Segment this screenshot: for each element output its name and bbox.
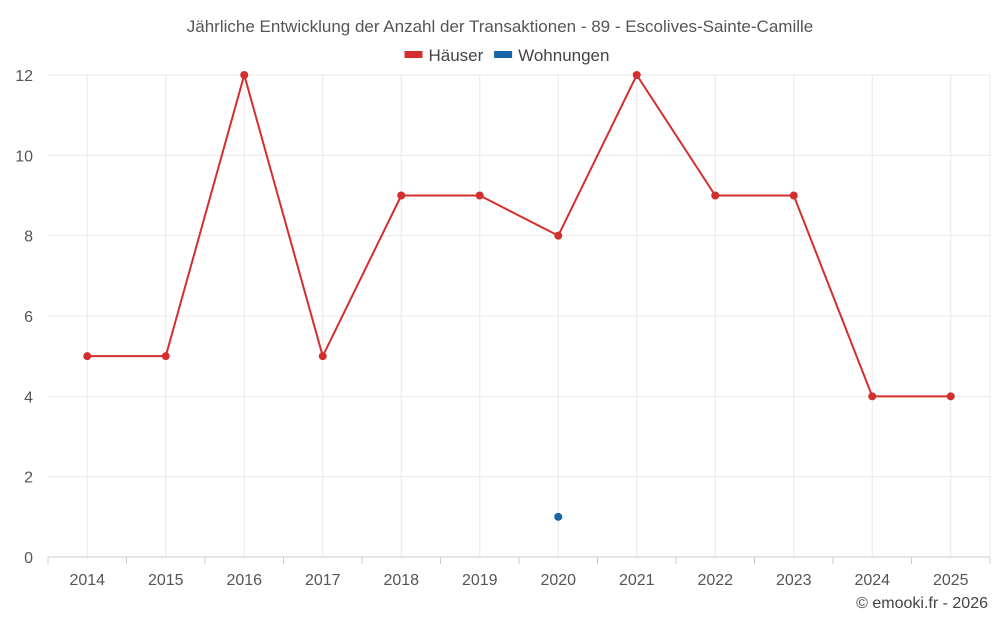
x-tick-label: 2023 xyxy=(776,572,812,589)
series-line-0 xyxy=(87,71,951,398)
legend-label-0: Häuser xyxy=(429,46,484,65)
x-tick-label: 2019 xyxy=(462,572,498,589)
data-point xyxy=(946,392,955,401)
x-tick-label: 2020 xyxy=(540,572,576,589)
y-tick-label: 6 xyxy=(24,309,33,326)
data-point xyxy=(397,191,406,200)
legend: Häuser Wohnungen xyxy=(404,46,609,65)
chart-title: Jährliche Entwicklung der Anzahl der Tra… xyxy=(187,17,813,36)
grid xyxy=(48,74,991,557)
x-tick-label: 2021 xyxy=(619,572,655,589)
series xyxy=(83,71,955,521)
y-tick-label: 10 xyxy=(15,148,33,165)
data-point xyxy=(789,191,798,200)
data-point xyxy=(554,512,563,521)
x-tick-label: 2017 xyxy=(305,572,341,589)
data-point xyxy=(318,352,327,361)
legend-swatch-1 xyxy=(494,51,513,58)
legend-swatch-0 xyxy=(404,51,423,58)
data-point xyxy=(475,191,484,200)
data-point xyxy=(83,352,92,361)
footer-credit: © emooki.fr - 2026 xyxy=(856,595,988,612)
axes: 0 2 4 6 8 10 12 2014 2015 2016 2017 2018 2019 2020 202… xyxy=(15,68,991,589)
x-tick-label: 2025 xyxy=(933,572,969,589)
y-tick-label: 4 xyxy=(24,389,33,406)
data-point xyxy=(632,71,641,79)
x-tick-label: 2024 xyxy=(854,572,890,589)
y-tick-label: 2 xyxy=(24,470,33,487)
data-point xyxy=(554,231,563,240)
data-point xyxy=(161,352,170,361)
x-tick-label: 2014 xyxy=(69,572,105,589)
y-tick-label: 12 xyxy=(15,68,33,85)
x-tick-label: 2016 xyxy=(226,572,262,589)
x-tick-label: 2015 xyxy=(148,572,184,589)
data-point xyxy=(240,71,249,79)
x-tick-label: 2018 xyxy=(383,572,419,589)
x-tick-label: 2022 xyxy=(697,572,733,589)
data-point xyxy=(868,392,877,401)
data-point xyxy=(711,191,720,200)
y-tick-label: 8 xyxy=(24,229,33,246)
legend-label-1: Wohnungen xyxy=(518,46,609,65)
y-tick-label: 0 xyxy=(24,550,33,567)
